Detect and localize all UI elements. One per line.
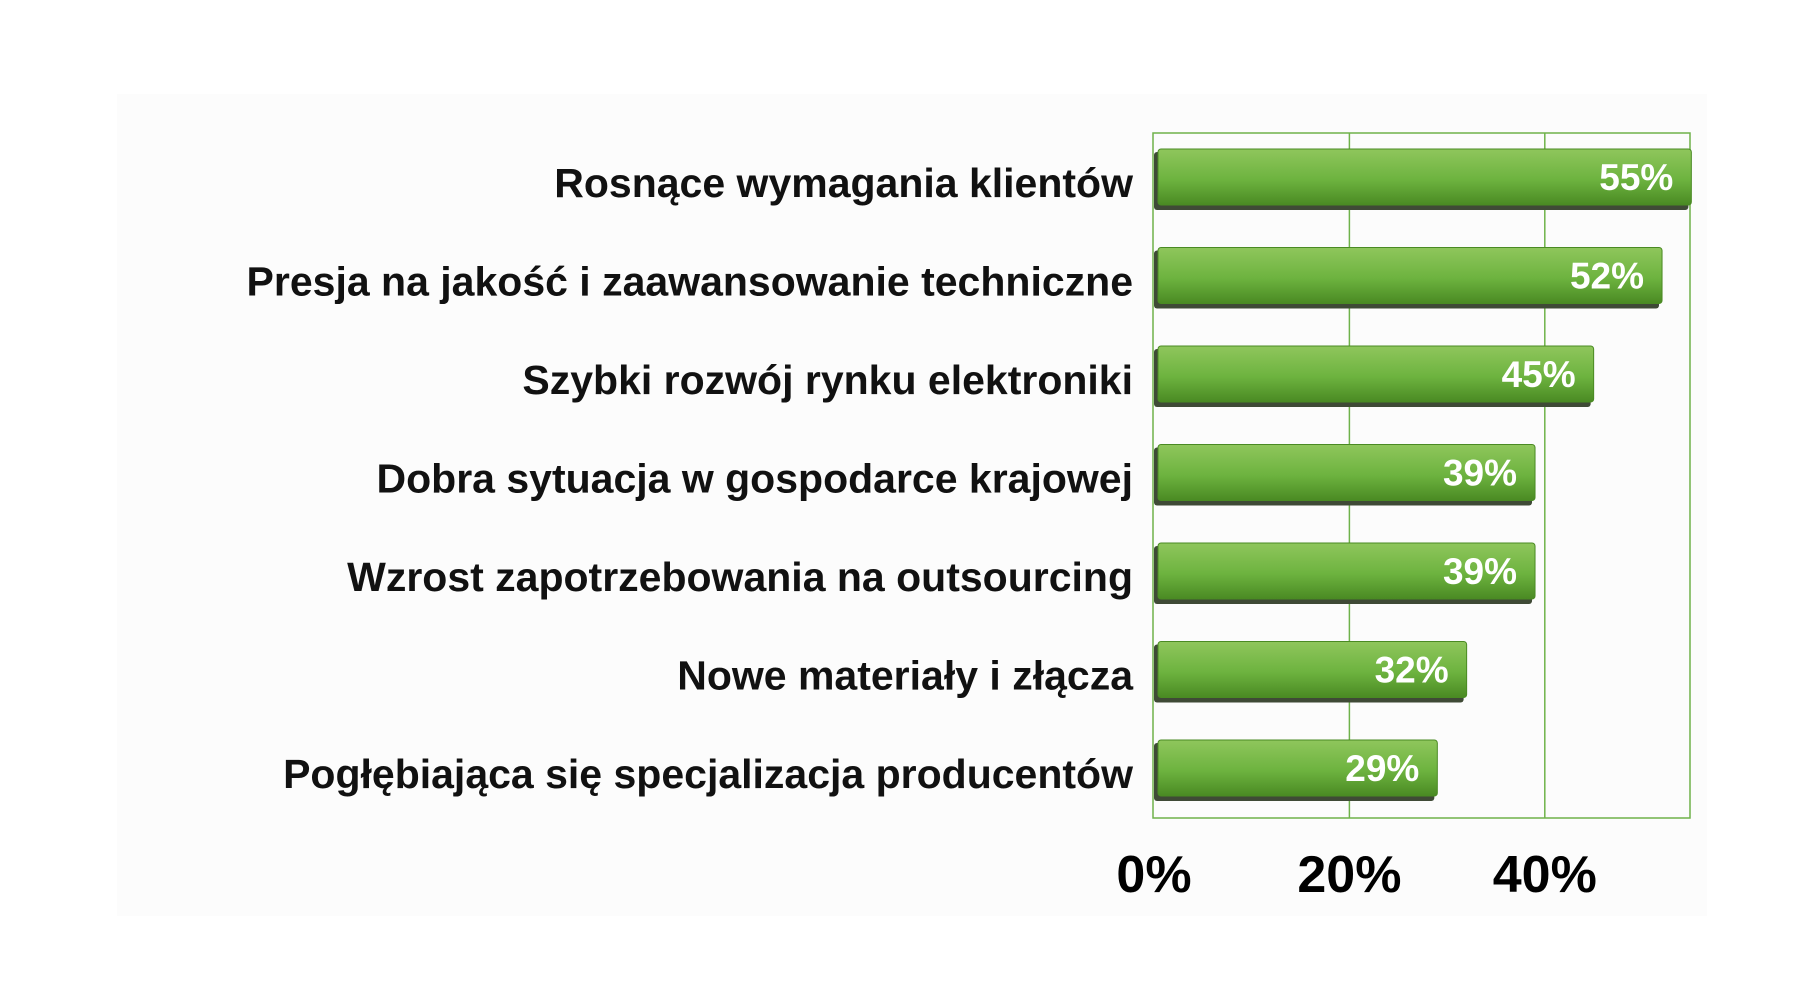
bars: 55% 52% 45% 39% 39% 32% 29% bbox=[1154, 148, 1692, 801]
bar bbox=[1157, 641, 1468, 698]
category-labels: Rosnące wymagania klientów Presja na jako… bbox=[247, 160, 1135, 797]
category-label: Pogłębiająca się specjalizacja producent… bbox=[283, 751, 1133, 797]
x-axis-ticks: 0% 20% 40% bbox=[1116, 846, 1596, 904]
bar bbox=[1157, 444, 1536, 501]
bar-value-label: 29% bbox=[1345, 748, 1419, 789]
x-tick-label: 0% bbox=[1116, 846, 1191, 904]
bar-value-label: 32% bbox=[1375, 649, 1449, 690]
bar bbox=[1157, 148, 1692, 206]
bar-group: 52% bbox=[1154, 247, 1663, 309]
category-label: Wzrost zapotrzebowania na outsourcing bbox=[347, 554, 1133, 600]
plot-frame bbox=[1152, 132, 1691, 819]
bar bbox=[1157, 247, 1663, 304]
x-tick-label: 40% bbox=[1493, 846, 1597, 904]
bar-value-label: 52% bbox=[1570, 255, 1644, 296]
category-label: Dobra sytuacja w gospodarce krajowej bbox=[377, 455, 1133, 501]
category-label: Nowe materiały i złącza bbox=[677, 652, 1134, 698]
bar-group: 39% bbox=[1154, 542, 1536, 604]
bar-value-label: 55% bbox=[1599, 157, 1673, 198]
bar-value-label: 39% bbox=[1443, 452, 1517, 493]
bar-group: 29% bbox=[1154, 739, 1438, 801]
bar bbox=[1157, 542, 1536, 600]
bar-value-label: 45% bbox=[1502, 354, 1576, 395]
category-label: Szybki rozwój rynku elektroniki bbox=[522, 357, 1133, 403]
bar-group: 32% bbox=[1154, 641, 1468, 703]
category-label: Rosnące wymagania klientów bbox=[554, 160, 1133, 206]
bar-group: 45% bbox=[1154, 345, 1595, 407]
bar-group: 39% bbox=[1154, 444, 1536, 506]
x-tick-label: 20% bbox=[1297, 846, 1401, 904]
bar bbox=[1157, 345, 1595, 403]
category-label: Presja na jakość i zaawansowanie technic… bbox=[247, 258, 1133, 304]
bar-value-label: 39% bbox=[1443, 551, 1517, 592]
bar-group: 55% bbox=[1154, 148, 1692, 210]
bar bbox=[1157, 739, 1438, 797]
